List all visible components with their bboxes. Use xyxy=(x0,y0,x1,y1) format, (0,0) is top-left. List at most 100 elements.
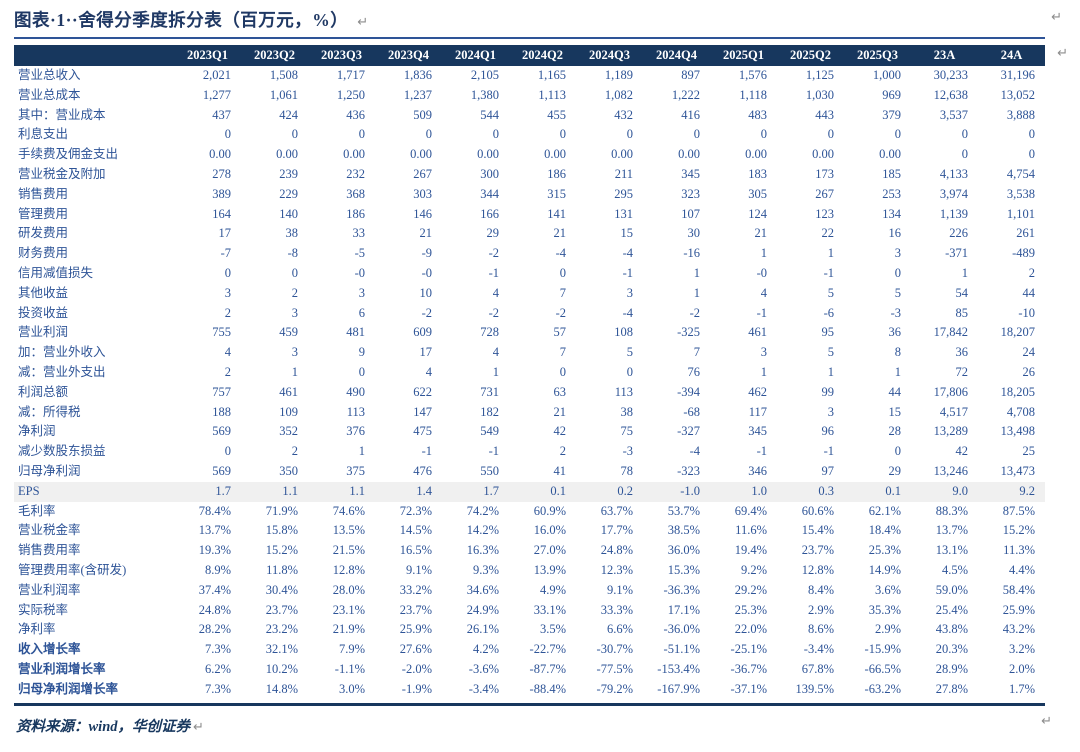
cell-value: 27.8% xyxy=(935,681,968,696)
cell-value: 569 xyxy=(212,463,231,478)
cell-value: 345 xyxy=(681,166,700,181)
cell-value: 16.0% xyxy=(533,523,566,538)
cell-value: 253 xyxy=(882,186,901,201)
cell-value: -1 xyxy=(622,265,633,280)
cell-value: 1.4 xyxy=(375,481,442,502)
cell-value: 0 xyxy=(559,265,566,280)
cell-value: 0 xyxy=(224,265,231,280)
cell-value: -1 xyxy=(488,265,499,280)
cell-value: -4 xyxy=(555,246,566,261)
column-header-empty xyxy=(14,45,174,66)
cell-value: 27.0% xyxy=(533,543,566,558)
cell-value: 4 xyxy=(760,285,767,300)
table-row: 营业总收入 2,021 1,508 1,717 1,836 2,105 1,165 1,189… xyxy=(14,66,1045,86)
cell-value: -394 xyxy=(677,384,700,399)
cell-value: 232 xyxy=(346,166,365,181)
table-row: 归母净利润增长率 7.3% 14.8% 3.0% -1.9% -3.4% -88.4% -79… xyxy=(14,680,1045,700)
cell-value: 295 xyxy=(614,186,633,201)
cell-value: -68 xyxy=(683,404,700,419)
cell-value: 28.0% xyxy=(332,582,365,597)
cell-value: 1,222 xyxy=(671,87,700,102)
cell-value: -3.4% xyxy=(803,642,834,657)
cell-value: 455 xyxy=(547,107,566,122)
return-mark-icon: ↵ xyxy=(1057,46,1068,61)
cell-value: 146 xyxy=(413,206,432,221)
cell-value: 36 xyxy=(955,345,969,360)
cell-value: 36 xyxy=(888,325,902,340)
cell-value: 3 xyxy=(626,285,633,300)
cell-value: 9.1% xyxy=(405,562,432,577)
cell-value: 375 xyxy=(346,463,365,478)
row-label: 营业利润率 xyxy=(18,582,81,597)
cell-value: -1 xyxy=(488,444,499,459)
cell-value: 166 xyxy=(480,206,499,221)
cell-value: 3 xyxy=(291,305,298,320)
cell-value: 21 xyxy=(553,226,567,241)
cell-value: 3 xyxy=(224,285,231,300)
cell-value: 11.6% xyxy=(735,523,767,538)
cell-value: 0 xyxy=(492,127,499,142)
cell-value: 25 xyxy=(1022,444,1036,459)
cell-value: 1,717 xyxy=(336,68,365,82)
cell-value: 28.2% xyxy=(198,622,231,637)
cell-value: -1.1% xyxy=(334,661,365,676)
cell-value: 42 xyxy=(955,444,969,459)
cell-value: 97 xyxy=(821,463,835,478)
cell-value: 437 xyxy=(212,107,231,122)
row-label: 销售费用率 xyxy=(18,543,81,558)
cell-value: 3.0% xyxy=(338,681,365,696)
cell-value: 4.5% xyxy=(941,562,968,577)
column-header: 2024Q4 xyxy=(643,45,710,66)
cell-value: 11.3% xyxy=(1003,543,1035,558)
cell-value: 72 xyxy=(955,364,969,379)
cell-value: 7.3% xyxy=(204,642,231,657)
cell-value: -7 xyxy=(220,246,231,261)
row-label: 销售费用 xyxy=(18,186,69,201)
cell-value: 3,538 xyxy=(1006,186,1035,201)
cell-value: 2 xyxy=(291,285,298,300)
cell-value: -4 xyxy=(622,246,633,261)
cell-value: 38 xyxy=(620,404,634,419)
row-label: 归母净利润增长率 xyxy=(18,681,119,696)
cell-value: 0 xyxy=(894,444,901,459)
cell-value: 16.3% xyxy=(466,543,499,558)
cell-value: 33.2% xyxy=(399,582,432,597)
cell-value: -371 xyxy=(945,246,968,261)
cell-value: 85 xyxy=(955,305,969,320)
cell-value: 25.3% xyxy=(868,543,901,558)
cell-value: 1 xyxy=(894,364,901,379)
cell-value: 109 xyxy=(279,404,298,419)
cell-value: 186 xyxy=(547,166,566,181)
cell-value: 1 xyxy=(358,444,365,459)
cell-value: -323 xyxy=(677,463,700,478)
cell-value: 74.6% xyxy=(332,503,365,518)
cell-value: -167.9% xyxy=(657,681,700,696)
cell-value: 1 xyxy=(760,246,767,261)
cell-value: -1 xyxy=(823,444,834,459)
row-label: 其中：营业成本 xyxy=(18,107,106,122)
cell-value: 226 xyxy=(949,226,968,241)
cell-value: 1,165 xyxy=(537,68,566,82)
cell-value: -10 xyxy=(1018,305,1035,320)
cell-value: -2 xyxy=(555,305,566,320)
row-label: 管理费用率(含研发) xyxy=(18,562,127,577)
cell-value: 87.5% xyxy=(1002,503,1035,518)
cell-value: 15.2% xyxy=(265,543,298,558)
cell-value: -9 xyxy=(421,246,432,261)
row-label: 收入增长率 xyxy=(18,642,81,657)
cell-value: 239 xyxy=(279,166,298,181)
cell-value: 38 xyxy=(285,226,299,241)
cell-value: 2 xyxy=(1028,265,1035,280)
cell-value: 19.4% xyxy=(734,543,767,558)
cell-value: 315 xyxy=(547,186,566,201)
table-row: 营业总成本 1,277 1,061 1,250 1,237 1,380 1,113 1,082… xyxy=(14,86,1045,106)
cell-value: 108 xyxy=(614,325,633,340)
cell-value: 0 xyxy=(626,364,633,379)
column-header: 2023Q3 xyxy=(308,45,375,66)
cell-value: 29 xyxy=(888,463,902,478)
cell-value: 188 xyxy=(212,404,231,419)
cell-value: 21 xyxy=(754,226,768,241)
column-header: 2024Q1 xyxy=(442,45,509,66)
cell-value: -79.2% xyxy=(596,681,633,696)
cell-value: -327 xyxy=(677,424,700,439)
